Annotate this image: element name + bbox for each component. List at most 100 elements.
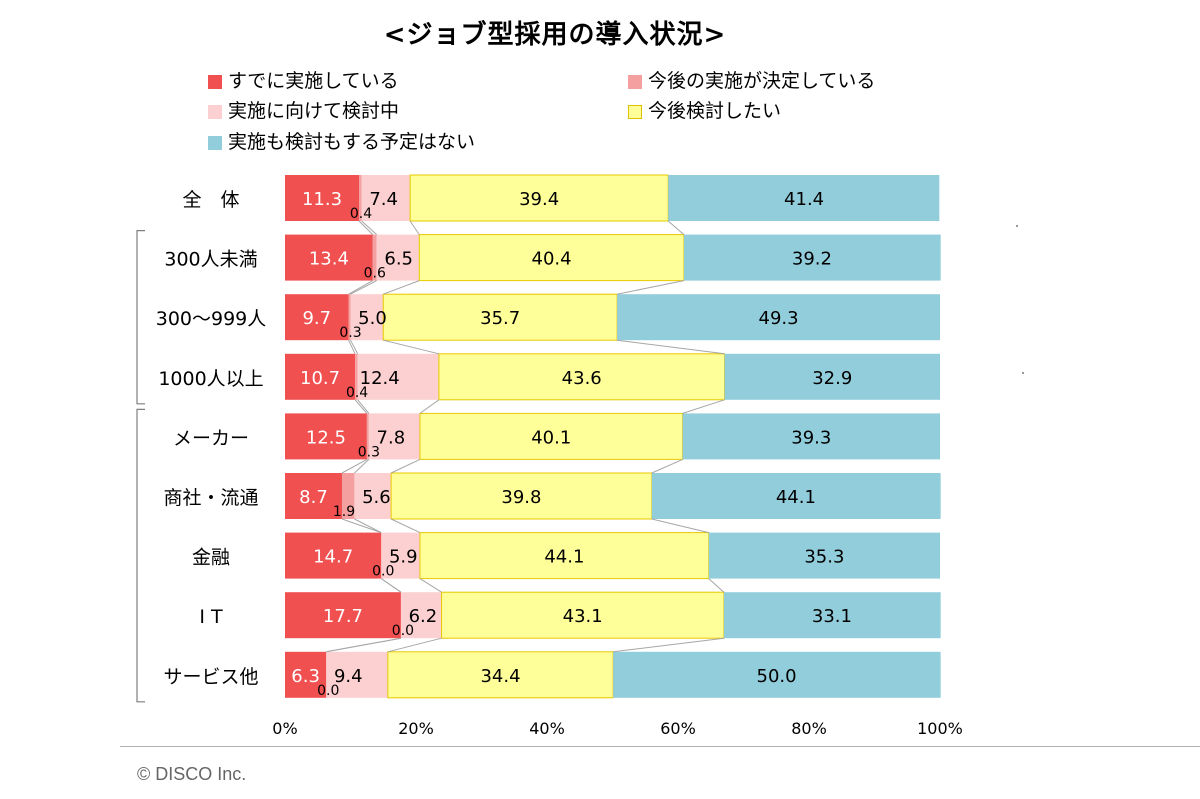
- bar-segment: [387, 651, 614, 699]
- series-line: [358, 220, 374, 235]
- x-tick-label: 0%: [272, 719, 297, 738]
- series-line: [354, 518, 382, 534]
- data-label: 0.6: [364, 266, 386, 282]
- x-tick-label: 40%: [529, 719, 565, 738]
- data-label: 33.1: [812, 606, 852, 627]
- bar-segment: [285, 532, 382, 579]
- data-label: 6.2: [409, 606, 438, 627]
- bar-segment: [682, 413, 940, 460]
- legend-label-considering: 実施に向けて検討中: [228, 100, 400, 122]
- series-line: [383, 339, 440, 355]
- bar-segment: [390, 472, 653, 520]
- legend-swatch-none: [208, 136, 222, 150]
- bar-segment: [285, 651, 327, 698]
- data-label: 44.1: [776, 487, 816, 508]
- group-bracket: [136, 230, 145, 405]
- data-label: 40.4: [532, 249, 572, 270]
- data-label: 44.1: [544, 547, 584, 568]
- x-tick-label: 80%: [791, 719, 827, 738]
- data-label: 40.1: [531, 427, 571, 448]
- data-label: 10.7: [300, 368, 340, 389]
- bar-segment: [723, 592, 941, 639]
- legend-label-none: 実施も検討もする予定はない: [228, 131, 476, 153]
- legend-swatch-future: [628, 105, 642, 119]
- data-label: 14.7: [313, 547, 353, 568]
- bar-segment: [368, 413, 420, 460]
- legend-item-future: 今後検討したい: [628, 100, 781, 122]
- data-label: 39.8: [501, 487, 541, 508]
- legend-label-decided: 今後の実施が決定している: [648, 70, 876, 92]
- category-label: 300人未満: [164, 249, 257, 271]
- series-line: [651, 518, 709, 534]
- data-label: 0.0: [392, 623, 414, 639]
- bar-segment: [400, 592, 442, 639]
- bar-segment: [285, 175, 360, 221]
- category-label: 商社・流通: [163, 487, 258, 509]
- series-line: [390, 518, 421, 534]
- data-label: 50.0: [757, 666, 797, 687]
- legend-label-already: すでに実施している: [228, 70, 399, 92]
- data-label: 0.0: [372, 564, 394, 580]
- category-label: 金融: [192, 547, 230, 569]
- x-tick-label: 60%: [660, 719, 696, 738]
- data-label: 43.1: [563, 606, 603, 627]
- legend-item-none: 実施も検討もする予定はない: [208, 131, 475, 153]
- series-line: [390, 458, 421, 474]
- data-label: 9.4: [334, 666, 363, 687]
- bar-segment: [285, 592, 401, 639]
- series-line: [383, 280, 420, 295]
- bar-segment: [438, 353, 726, 401]
- bar-segment: [419, 532, 710, 580]
- category-label: 全 体: [182, 189, 239, 211]
- x-tick-label: 20%: [398, 719, 434, 738]
- data-label: 5.6: [362, 487, 391, 508]
- category-label: 1000人以上: [158, 368, 263, 390]
- data-label: 13.4: [309, 249, 349, 270]
- bar-segment: [409, 174, 669, 222]
- series-line: [350, 339, 359, 355]
- data-label: 39.3: [791, 427, 831, 448]
- series-line: [651, 458, 683, 474]
- bar-segment: [285, 413, 367, 460]
- bar-segment: [617, 294, 940, 341]
- series-line: [357, 399, 370, 414]
- series-line: [348, 339, 356, 355]
- legend-item-decided: 今後の実施が決定している: [628, 70, 875, 92]
- data-label: 32.9: [812, 368, 852, 389]
- bar-segment: [285, 294, 349, 341]
- bar-segment: [668, 175, 940, 221]
- bar-segment: [441, 591, 725, 639]
- series-line: [708, 578, 725, 593]
- series-line: [354, 399, 368, 414]
- legend-swatch-considering: [208, 105, 222, 119]
- series-line: [613, 637, 724, 653]
- data-label: 11.3: [302, 189, 342, 210]
- category-label: メーカー: [173, 427, 249, 449]
- data-label: 1.9: [333, 504, 355, 520]
- bar-segment: [354, 473, 392, 519]
- series-line: [617, 339, 725, 355]
- series-line: [361, 220, 378, 235]
- data-label: 34.4: [480, 666, 520, 687]
- data-label: 7.4: [369, 189, 398, 210]
- data-label: 0.4: [350, 206, 372, 222]
- data-label: 0.3: [358, 444, 380, 460]
- series-line: [381, 578, 402, 593]
- bar-segment: [355, 353, 358, 400]
- bar-segment: [348, 294, 351, 341]
- category-label: 300～999人: [156, 308, 267, 330]
- category-label: I T: [199, 606, 223, 628]
- data-label: 12.5: [306, 427, 346, 448]
- data-label: 12.4: [360, 368, 400, 389]
- series-line: [387, 637, 442, 653]
- series-line: [354, 459, 370, 474]
- bar-segment: [350, 294, 384, 341]
- data-label: 5.9: [389, 547, 418, 568]
- chart-title: <ジョブ型採用の導入状況>: [383, 20, 727, 50]
- footer-divider: [120, 746, 1200, 747]
- group-bracket: [136, 408, 145, 703]
- data-label: 35.3: [804, 547, 844, 568]
- bar-segment: [366, 413, 369, 460]
- series-line: [419, 578, 442, 593]
- series-line: [616, 280, 684, 295]
